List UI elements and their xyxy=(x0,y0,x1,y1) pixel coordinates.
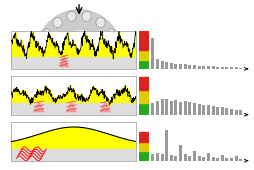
Circle shape xyxy=(53,18,62,28)
Polygon shape xyxy=(59,56,68,67)
Bar xyxy=(11,56,136,69)
Bar xyxy=(225,158,228,161)
Bar xyxy=(229,109,232,115)
Bar xyxy=(139,151,148,161)
Bar xyxy=(139,90,148,103)
Bar xyxy=(139,77,148,90)
Bar xyxy=(239,68,241,69)
Bar xyxy=(165,62,168,69)
Circle shape xyxy=(42,29,51,39)
Bar xyxy=(197,156,200,161)
Bar xyxy=(151,103,154,115)
Bar xyxy=(229,67,232,69)
Bar xyxy=(225,67,228,69)
Bar xyxy=(169,63,172,69)
Bar xyxy=(192,103,195,115)
Bar xyxy=(178,64,181,69)
Circle shape xyxy=(67,11,76,21)
Circle shape xyxy=(106,29,116,39)
Circle shape xyxy=(112,44,121,54)
Bar xyxy=(188,102,190,115)
Bar xyxy=(192,151,195,161)
Bar xyxy=(206,66,209,69)
Bar xyxy=(197,66,200,69)
Bar xyxy=(201,105,204,115)
Bar xyxy=(215,107,218,115)
Bar xyxy=(174,100,177,115)
Bar xyxy=(139,50,148,61)
Bar xyxy=(160,99,163,115)
Bar xyxy=(155,59,158,69)
Bar xyxy=(211,106,214,115)
Bar xyxy=(165,99,168,115)
Bar xyxy=(11,102,136,115)
Bar xyxy=(183,64,186,69)
Bar xyxy=(225,108,228,115)
Polygon shape xyxy=(34,102,44,112)
Bar xyxy=(155,153,158,161)
Bar xyxy=(169,155,172,161)
Bar xyxy=(201,66,204,69)
Bar xyxy=(160,154,163,161)
Bar xyxy=(151,38,154,69)
Bar xyxy=(239,159,241,161)
Bar xyxy=(234,67,237,69)
Polygon shape xyxy=(34,10,123,58)
Bar xyxy=(201,157,204,161)
Polygon shape xyxy=(54,31,104,58)
Bar xyxy=(178,102,181,115)
Circle shape xyxy=(96,18,105,28)
Bar xyxy=(197,104,200,115)
Bar xyxy=(229,158,232,161)
Bar xyxy=(151,154,154,161)
Bar xyxy=(206,153,209,161)
Bar xyxy=(215,67,218,69)
Circle shape xyxy=(36,44,45,54)
Bar xyxy=(220,67,223,69)
Bar xyxy=(239,110,241,115)
Bar xyxy=(155,101,158,115)
Bar xyxy=(192,65,195,69)
Bar xyxy=(139,132,148,141)
Bar xyxy=(183,101,186,115)
Bar xyxy=(11,148,136,161)
Bar xyxy=(169,101,172,115)
Bar xyxy=(139,142,148,151)
Bar xyxy=(211,157,214,161)
Bar xyxy=(234,156,237,161)
Bar xyxy=(188,65,190,69)
Polygon shape xyxy=(66,102,76,112)
Bar xyxy=(183,154,186,161)
Bar xyxy=(174,64,177,69)
Bar xyxy=(220,107,223,115)
Polygon shape xyxy=(100,102,110,112)
Circle shape xyxy=(82,11,91,21)
Bar xyxy=(220,155,223,161)
Bar xyxy=(165,130,168,161)
Bar xyxy=(139,61,148,69)
Bar xyxy=(234,110,237,115)
Bar xyxy=(139,31,148,50)
Bar xyxy=(178,145,181,161)
Bar xyxy=(174,156,177,161)
Bar xyxy=(206,105,209,115)
Polygon shape xyxy=(45,21,113,58)
Bar xyxy=(188,156,190,161)
Bar xyxy=(211,66,214,69)
Bar xyxy=(160,61,163,69)
Bar xyxy=(215,158,218,161)
Bar xyxy=(139,104,148,115)
